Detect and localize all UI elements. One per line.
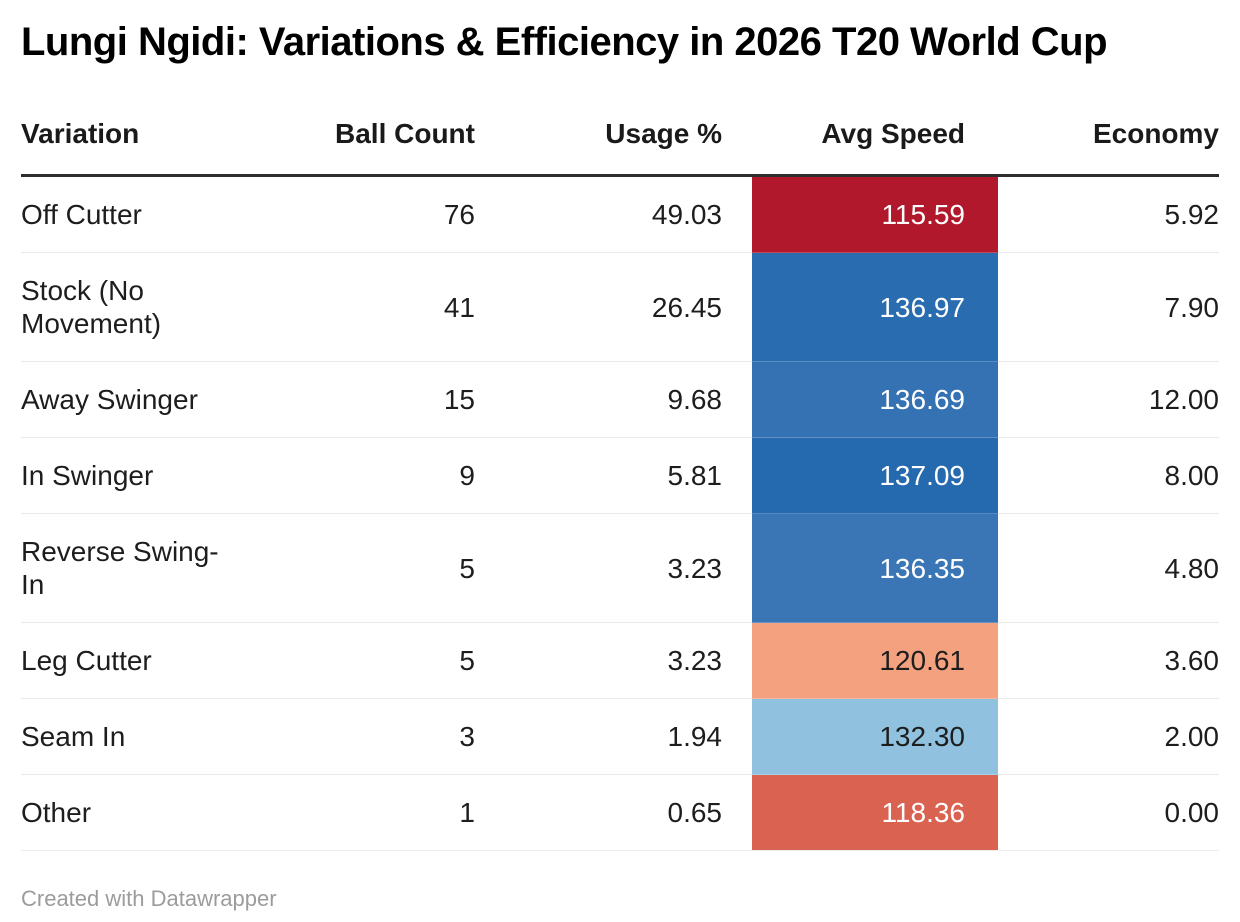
column-header-economy: Economy (998, 96, 1219, 177)
cell-variation: Away Swinger (21, 361, 231, 438)
cell-ball-count: 15 (231, 361, 475, 438)
cell-usage-pct: 3.23 (475, 622, 752, 699)
column-header-usage: Usage % (475, 96, 752, 177)
cell-economy: 12.00 (998, 361, 1219, 438)
cell-usage-pct: 1.94 (475, 698, 752, 775)
cell-avg-speed: 136.97 (752, 252, 998, 362)
cell-variation: Stock (No Movement) (21, 252, 231, 362)
cell-variation: Off Cutter (21, 199, 142, 230)
cell-avg-speed: 118.36 (752, 774, 998, 851)
cell-avg-speed: 137.09 (752, 437, 998, 514)
table-row: Off Cutter 76 49.03 115.59 5.92 (21, 175, 1220, 253)
cell-economy: 4.80 (998, 513, 1219, 623)
table-row: In Swinger 9 5.81 137.09 8.00 (21, 437, 1219, 514)
cell-economy: 5.92 (1164, 199, 1220, 230)
header-row: Variation Ball Count Usage % Avg Speed E… (21, 96, 1219, 177)
cell-ball-count: 9 (231, 437, 475, 514)
data-table: Variation Ball Count Usage % Avg Speed E… (21, 96, 1219, 851)
chart-title: Lungi Ngidi: Variations & Efficiency in … (21, 20, 1108, 64)
cell-ball-count: 5 (231, 622, 475, 699)
table-row: Seam In 3 1.94 132.30 2.00 (21, 698, 1219, 775)
cell-variation: Other (21, 774, 231, 851)
cell-variation: Reverse Swing-In (21, 513, 231, 623)
cell-ball-count: 5 (231, 513, 475, 623)
table-row: Leg Cutter 5 3.23 120.61 3.60 (21, 622, 1219, 699)
table-row: Reverse Swing-In 5 3.23 136.35 4.80 (21, 513, 1219, 623)
cell-economy: 7.90 (998, 252, 1219, 362)
column-header-ball-count: Ball Count (231, 96, 475, 177)
cell-avg-speed: 115.59 (752, 175, 998, 253)
cell-variation: In Swinger (21, 437, 231, 514)
cell-usage-pct: 9.68 (475, 361, 752, 438)
column-header-variation: Variation (21, 96, 231, 177)
cell-avg-speed: 120.61 (752, 622, 998, 699)
table-row: Stock (No Movement) 41 26.45 136.97 7.90 (21, 252, 1219, 362)
cell-usage-pct: 26.45 (475, 252, 752, 362)
cell-ball-count: 41 (231, 252, 475, 362)
cell-avg-speed: 136.69 (752, 361, 998, 438)
cell-economy: 3.60 (998, 622, 1219, 699)
cell-economy: 2.00 (998, 698, 1219, 775)
cell-ball-count: 76 (443, 199, 475, 230)
cell-usage-pct: 5.81 (475, 437, 752, 514)
cell-avg-speed: 132.30 (752, 698, 998, 775)
cell-usage-pct: 0.65 (475, 774, 752, 851)
cell-ball-count: 1 (231, 774, 475, 851)
cell-variation: Leg Cutter (21, 622, 231, 699)
cell-variation: Seam In (21, 698, 231, 775)
cell-avg-speed: 136.35 (752, 513, 998, 623)
cell-usage-pct: 49.03 (651, 199, 722, 230)
table-body: Off Cutter 76 49.03 115.59 5.92 Stock (No Mov… (21, 175, 1220, 851)
datawrapper-attribution-link[interactable]: Created with Datawrapper (21, 886, 277, 911)
table-header: Variation Ball Count Usage % Avg Speed E… (21, 96, 1219, 177)
cell-economy: 0.00 (998, 774, 1219, 851)
table-row: Other 1 0.65 118.36 0.00 (21, 774, 1219, 851)
column-header-avg-speed: Avg Speed (752, 96, 998, 177)
cell-ball-count: 3 (231, 698, 475, 775)
cell-usage-pct: 3.23 (475, 513, 752, 623)
cell-economy: 8.00 (998, 437, 1219, 514)
table-row: Away Swinger 15 9.68 136.69 12.00 (21, 361, 1219, 438)
